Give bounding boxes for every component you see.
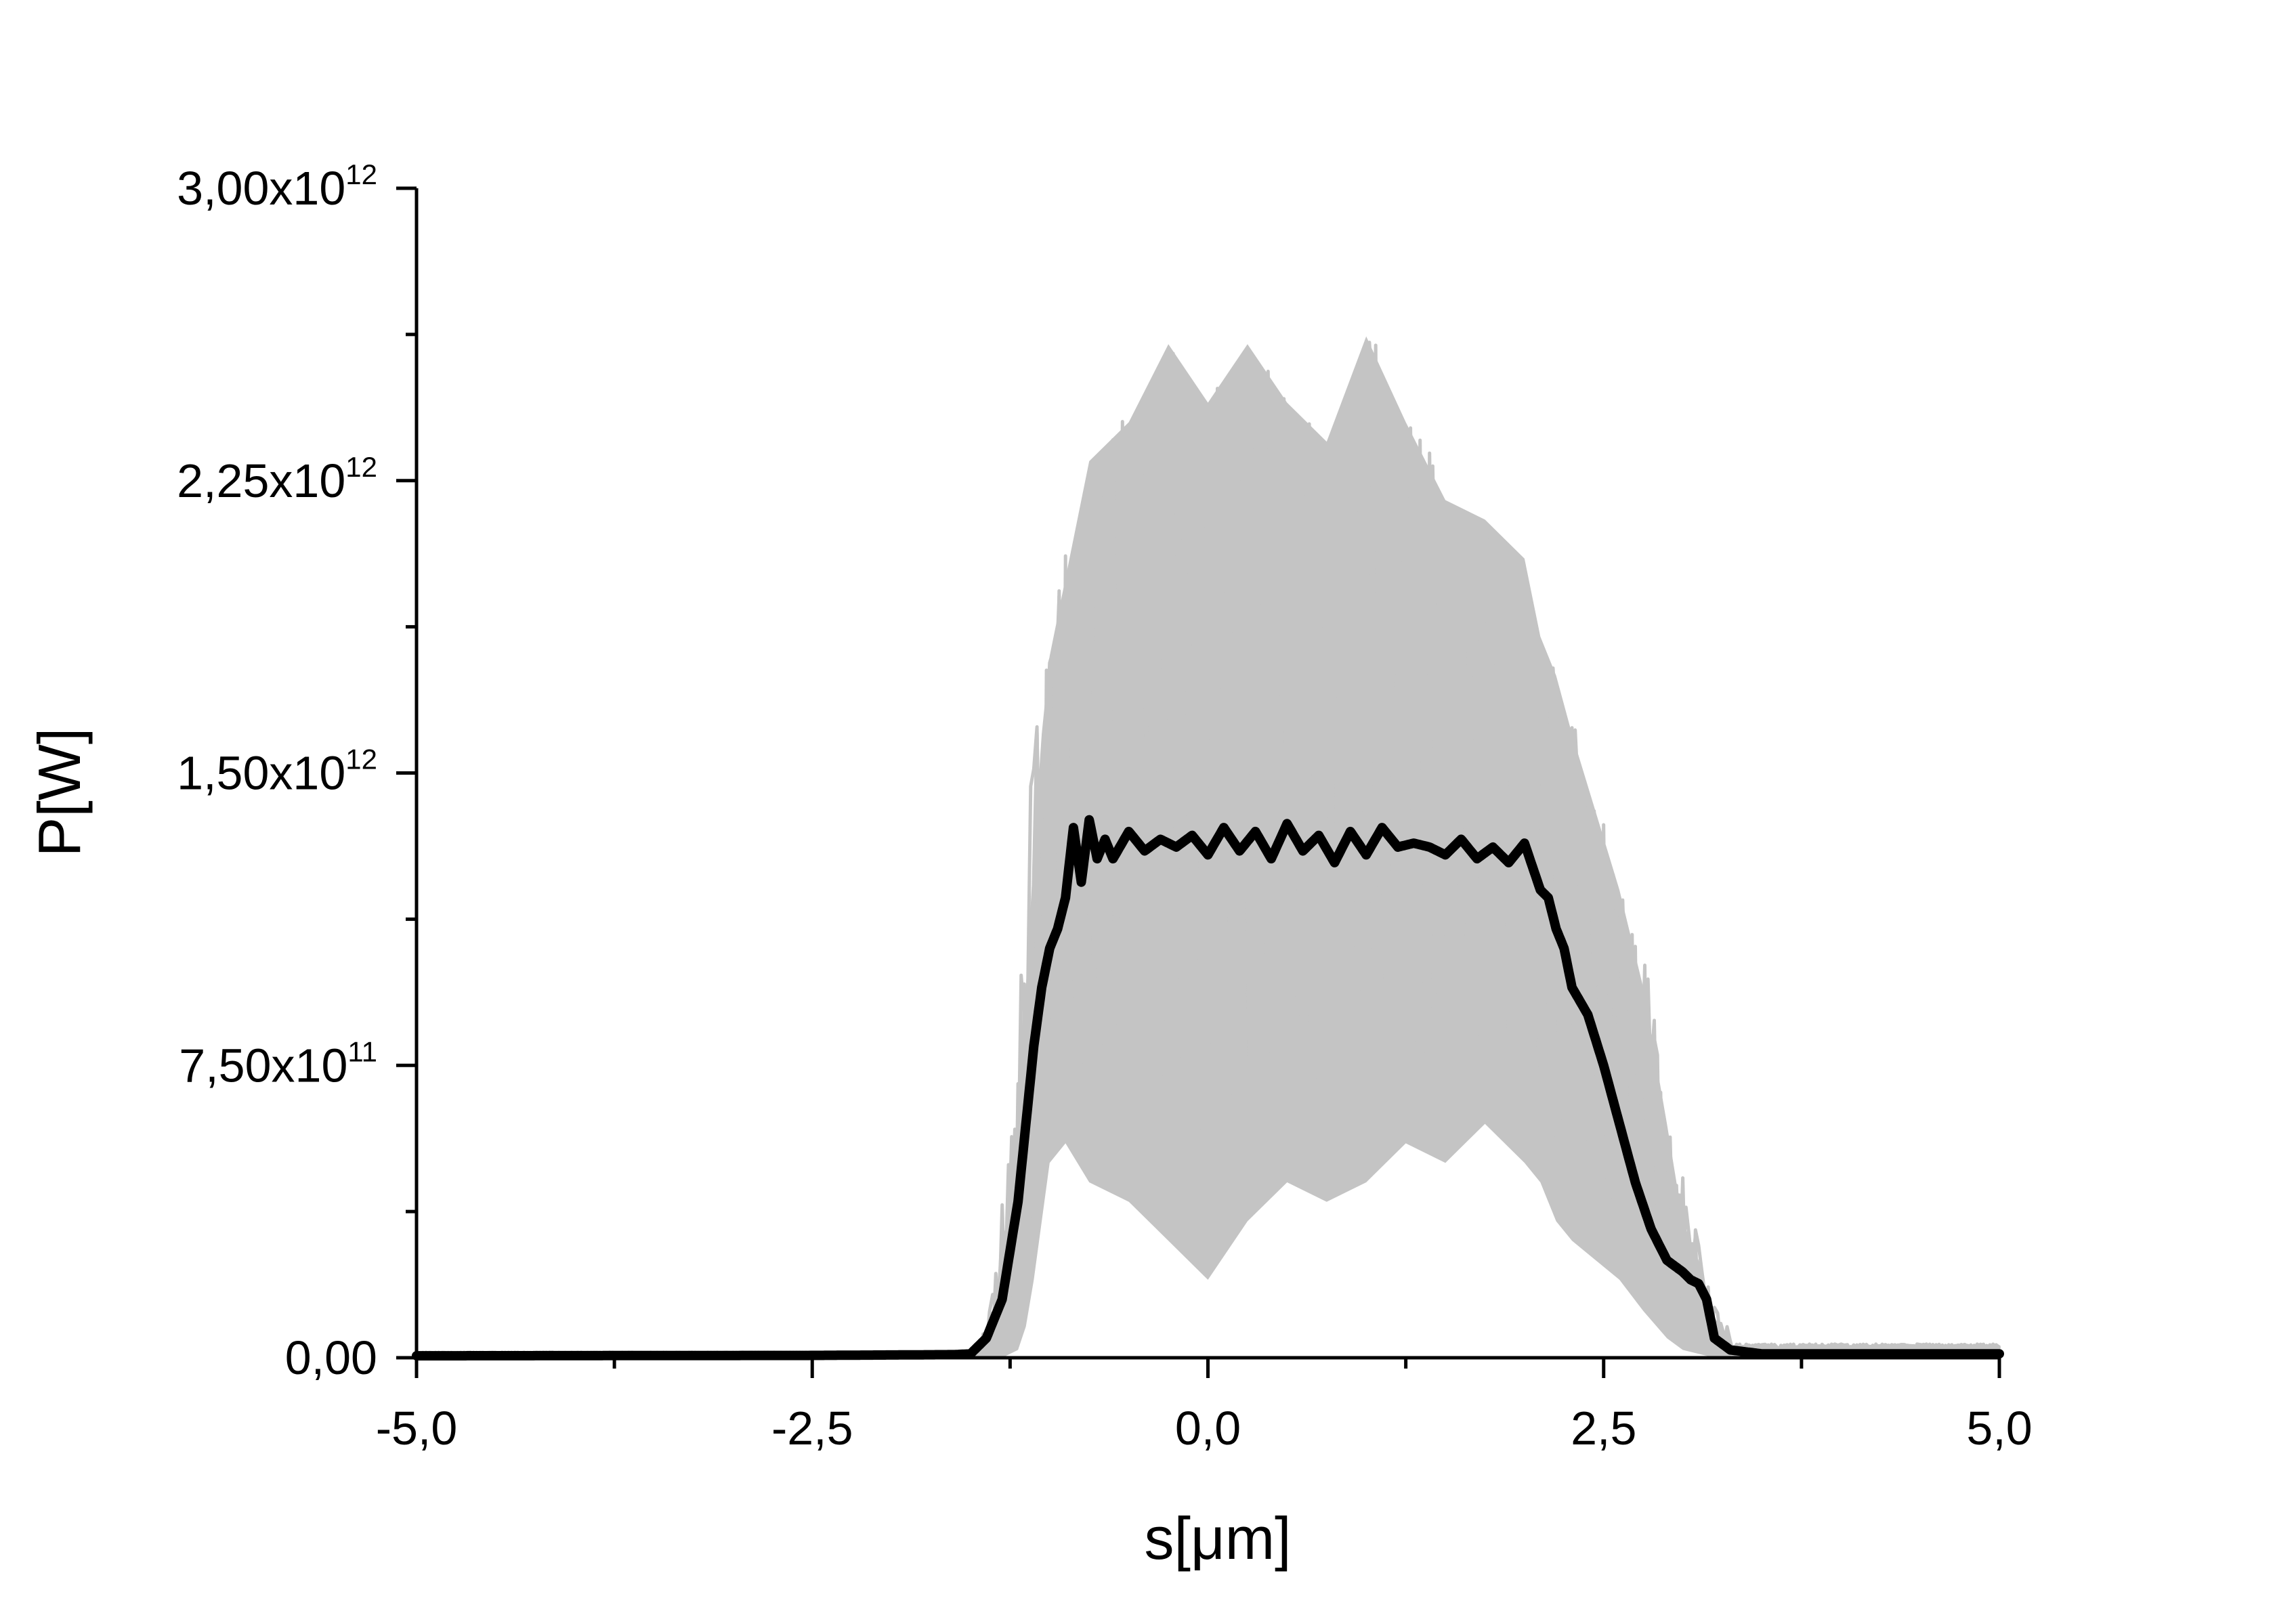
x-tick-label: 2,5 xyxy=(1571,1402,1636,1455)
x-tick-label: 0,0 xyxy=(1175,1402,1241,1455)
y-tick-mantissa: 1,50x10 xyxy=(177,747,345,800)
y-tick-mantissa: 7,50x10 xyxy=(179,1039,347,1092)
y-tick-exponent: 12 xyxy=(345,158,377,190)
y-tick-exponent: 12 xyxy=(345,451,377,483)
y-tick-mantissa: 0,00 xyxy=(285,1331,377,1384)
tick-labels: -5,0 -2,5 0,0 2,5 5,00,007,50x10111,50x10122… xyxy=(177,158,2032,1455)
y-tick-label: 3,00x1012 xyxy=(177,158,377,215)
average-line-layer xyxy=(412,815,2004,1361)
y-tick-label: 1,50x1012 xyxy=(177,744,377,800)
axes xyxy=(396,186,2001,1378)
y-tick-exponent: 11 xyxy=(347,1035,377,1067)
x-tick-label: -5,0 xyxy=(376,1402,458,1455)
y-tick-mantissa: 3,00x10 xyxy=(177,162,345,215)
y-tick-exponent: 12 xyxy=(345,744,377,775)
y-tick-label: 7,50x1011 xyxy=(179,1035,377,1092)
x-tick-label: 5,0 xyxy=(1966,1402,2032,1455)
y-tick-label: 2,25x1012 xyxy=(177,451,377,507)
y-tick-label: 0,00 xyxy=(285,1331,377,1384)
x-tick-label: -2,5 xyxy=(771,1402,853,1455)
y-axis-title: P[W] xyxy=(26,728,93,857)
x-axis-title: s[μm] xyxy=(1145,1505,1292,1572)
y-tick-mantissa: 2,25x10 xyxy=(177,454,345,507)
